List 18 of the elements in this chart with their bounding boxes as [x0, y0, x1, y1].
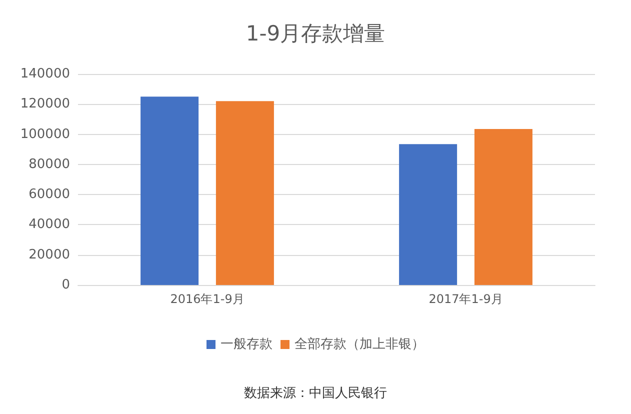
source-note: 数据来源：中国人民银行 — [244, 386, 387, 401]
bar — [140, 96, 199, 285]
y-tick-label: 40000 — [28, 217, 70, 232]
y-tick-label: 60000 — [28, 187, 70, 202]
legend-label: 一般存款 — [220, 337, 272, 352]
bar — [216, 101, 274, 285]
x-tick-label: 2016年1-9月 — [170, 292, 244, 306]
y-tick-label: 0 — [62, 278, 70, 292]
y-tick-label: 20000 — [28, 247, 70, 262]
y-tick-label: 120000 — [20, 96, 70, 112]
chart-title: 1-9月存款增量 — [246, 22, 386, 46]
bar — [399, 144, 458, 285]
y-tick-label: 80000 — [28, 156, 70, 172]
legend-label: 全部存款（加上非银） — [294, 337, 424, 352]
y-tick-label: 140000 — [20, 66, 70, 82]
x-tick-label: 2017年1-9月 — [428, 292, 503, 306]
bar — [474, 129, 532, 285]
y-tick-label: 100000 — [20, 126, 70, 142]
